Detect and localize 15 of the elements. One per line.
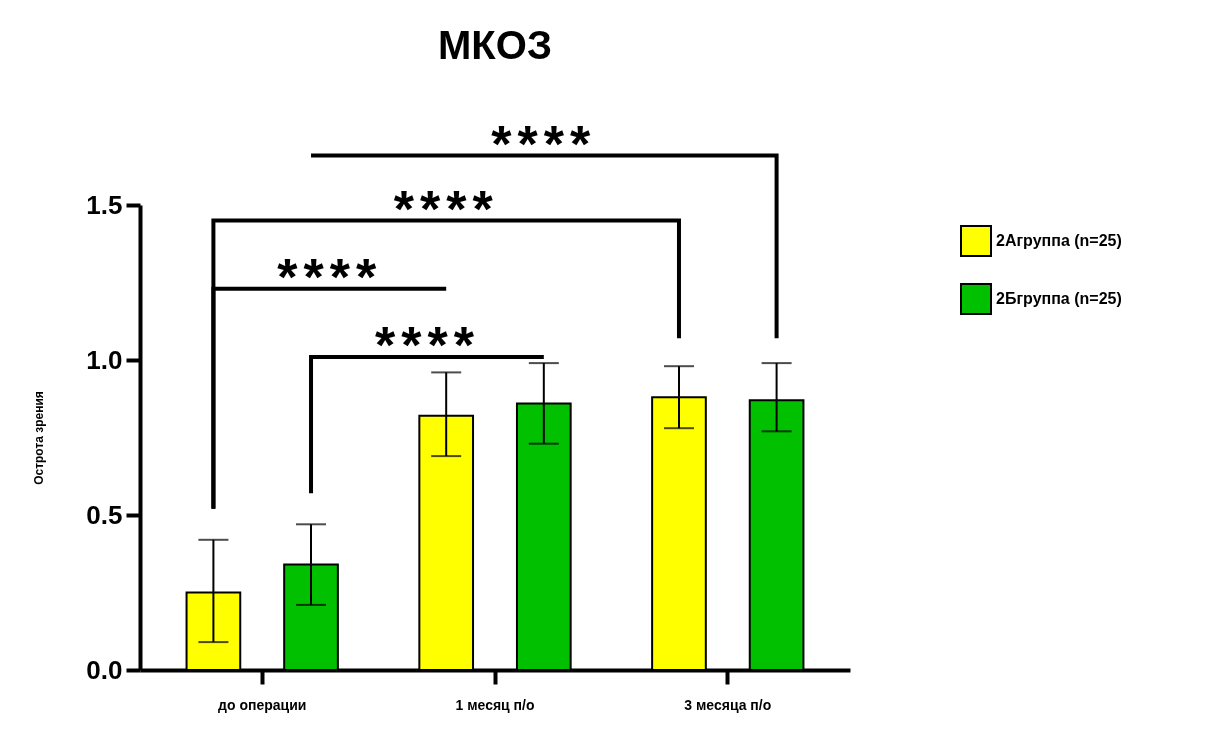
y-axis-title: Острота зрения: [32, 391, 47, 485]
annotation: ****: [277, 248, 383, 306]
chart-title: МКОЗ: [438, 23, 552, 67]
x-tick-label: до операции: [218, 696, 307, 713]
legend-label: 2Бгруппа (n=25): [996, 290, 1122, 307]
x-tick-label: 1 месяц п/о: [455, 696, 535, 713]
y-tick-label: 1.0: [86, 344, 123, 375]
legend-label: 2Aгруппа (n=25): [996, 232, 1122, 249]
y-tick-label: 0.0: [86, 654, 123, 685]
annotation: ****: [393, 179, 499, 238]
y-tick-label: 1.5: [86, 189, 123, 220]
x-tick-label: 3 месяца п/о: [684, 696, 772, 713]
text: ****: [491, 114, 597, 173]
y-tick-label: 0.5: [86, 499, 123, 530]
annotation: ****: [374, 316, 480, 375]
